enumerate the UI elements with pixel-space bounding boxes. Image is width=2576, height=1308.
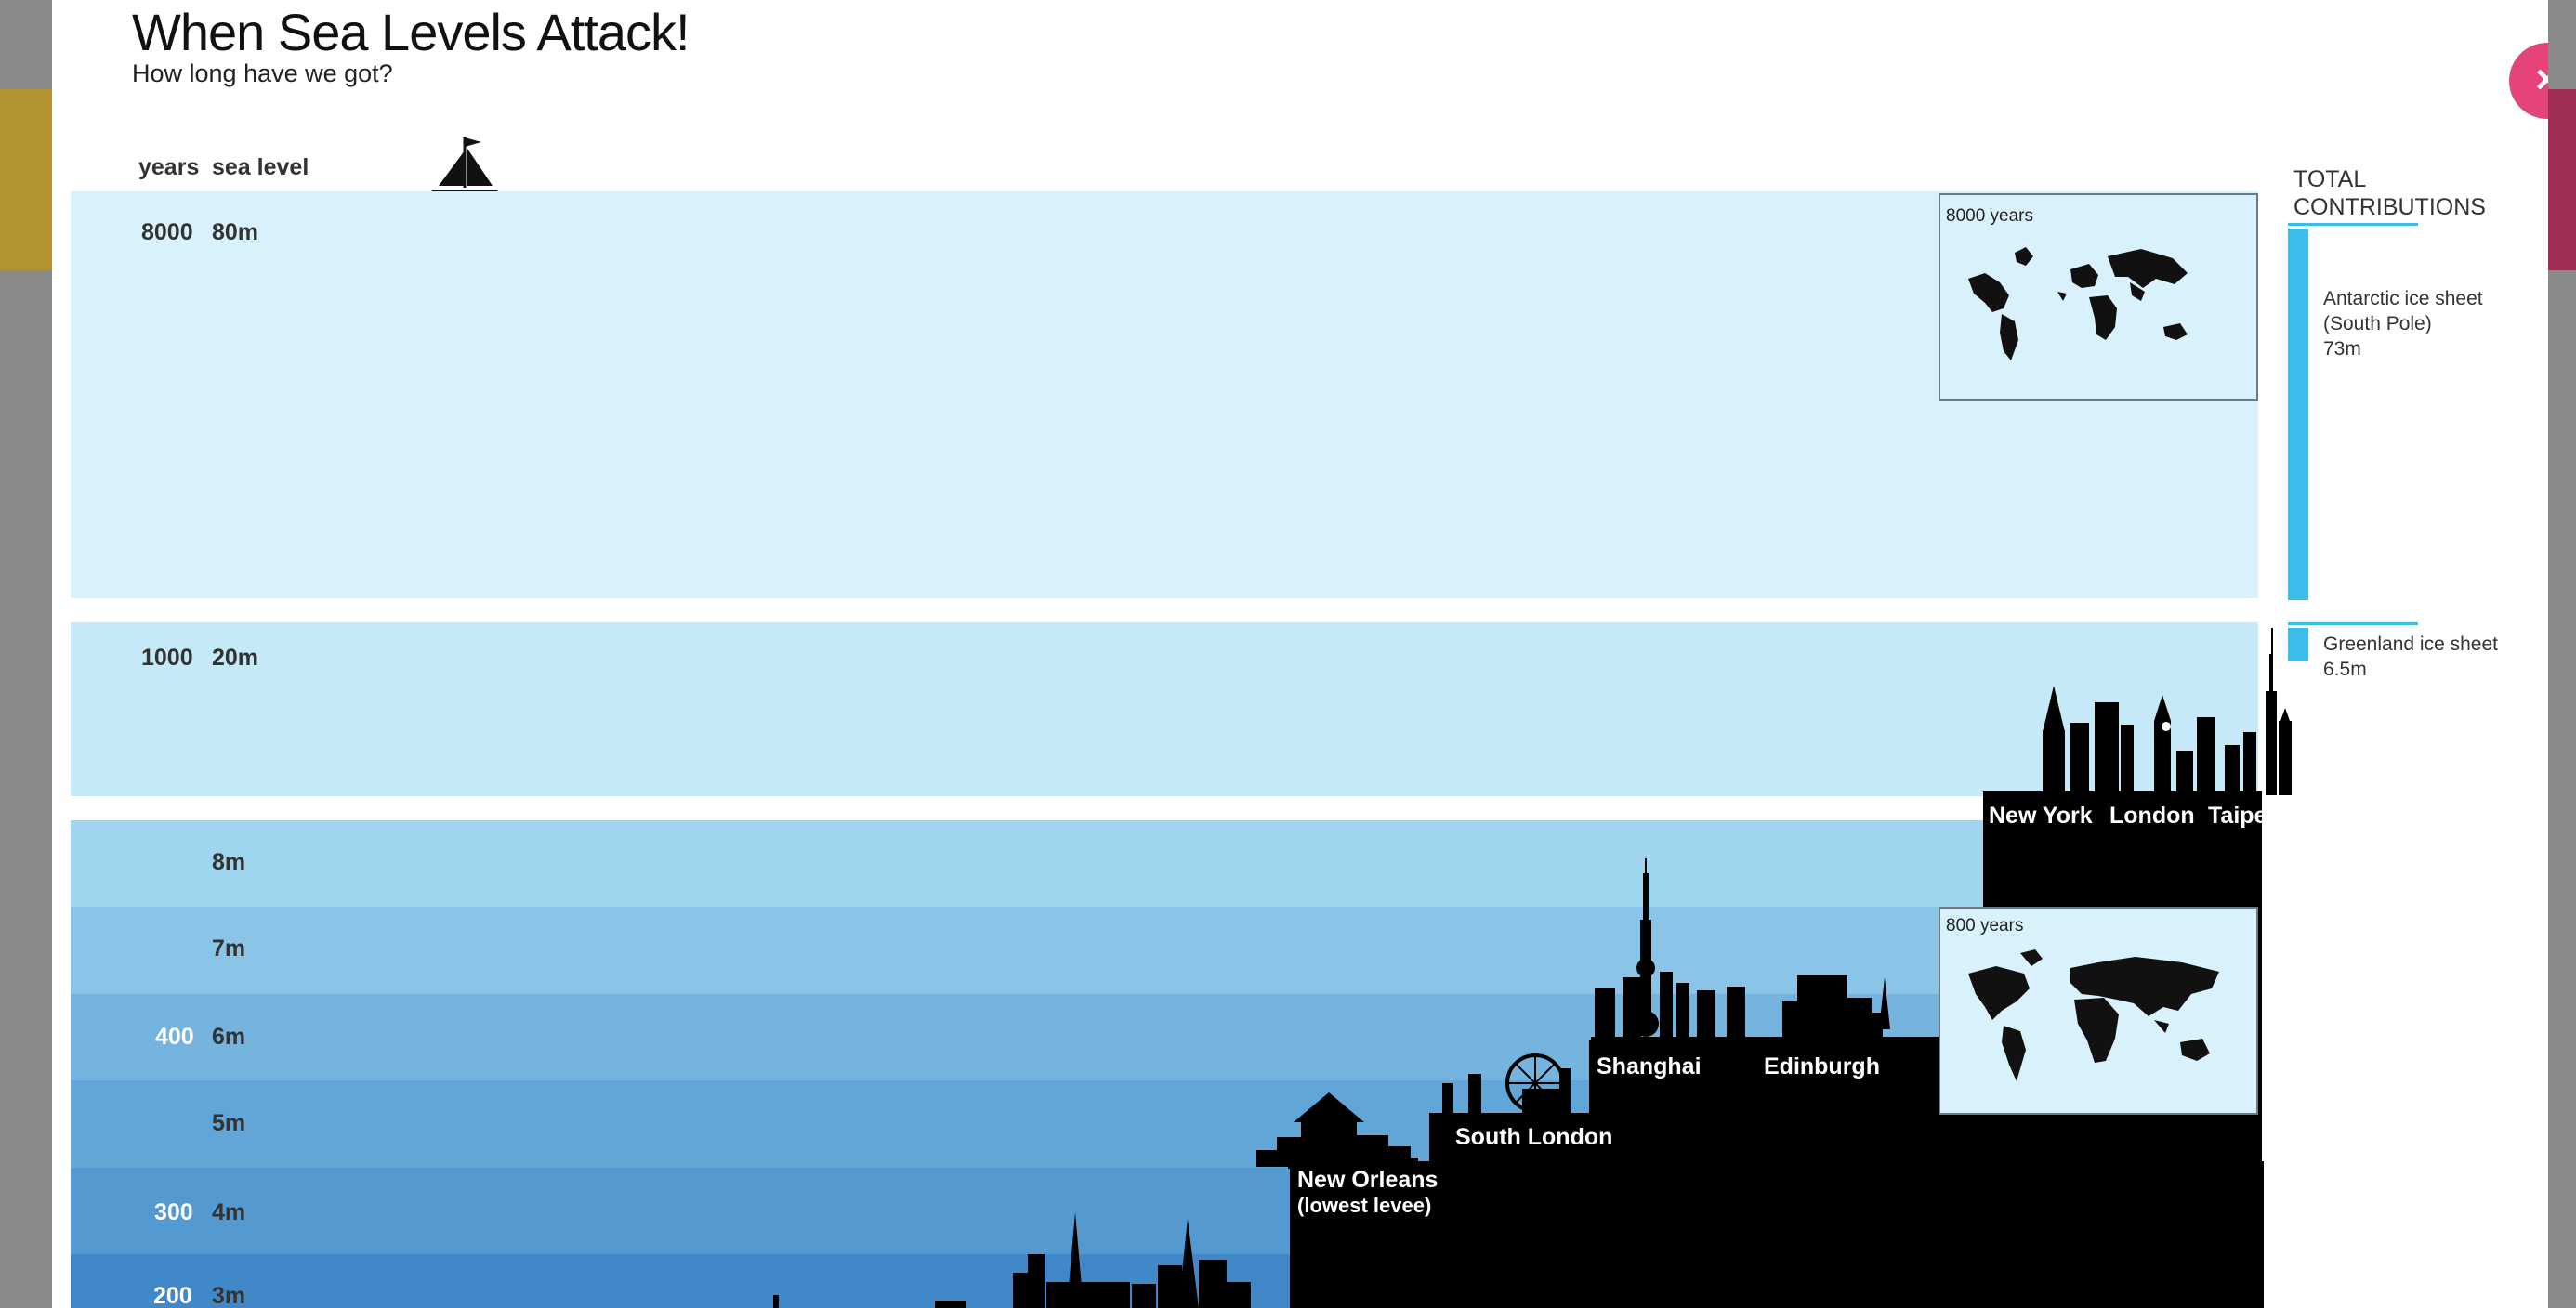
band-sea-level-label: 4m bbox=[212, 1199, 246, 1225]
map-inset-8000-years: 8000 years bbox=[1939, 193, 2258, 401]
background-right-lower bbox=[2548, 270, 2576, 1308]
map-inset-label: 800 years bbox=[1946, 916, 2024, 935]
background-right bbox=[2548, 0, 2576, 89]
background-right-red-strip bbox=[2548, 89, 2576, 270]
map-inset-800-years: 800 years bbox=[1939, 907, 2258, 1115]
band-sea-level-label: 3m bbox=[212, 1283, 246, 1308]
background-left-gold-strip bbox=[0, 89, 56, 270]
contribution-text-line: (South Pole) bbox=[2323, 313, 2432, 334]
world-map-icon bbox=[1968, 247, 2188, 360]
city-label: New Orleans bbox=[1297, 1167, 1439, 1193]
band-sea-level-label: 80m bbox=[212, 219, 259, 245]
contributions-divider bbox=[2288, 223, 2418, 226]
city-label: Edinburgh bbox=[1764, 1053, 1880, 1079]
contribution-text-line: Antarctic ice sheet bbox=[2323, 288, 2483, 309]
page-title: When Sea Levels Attack! bbox=[132, 3, 690, 61]
contribution-text-line: Greenland ice sheet bbox=[2323, 634, 2498, 655]
band-years-label: 200 bbox=[153, 1283, 192, 1308]
contribution-bar-antarctic bbox=[2288, 229, 2308, 600]
contribution-label-antarctic: Antarctic ice sheet (South Pole) 73m bbox=[2323, 286, 2483, 361]
background-left-lower bbox=[0, 270, 56, 1308]
city-note: (lowest levee) bbox=[1297, 1194, 1432, 1217]
band-20m bbox=[71, 622, 2258, 796]
city-label: London bbox=[2109, 803, 2195, 829]
band-sea-level-label: 8m bbox=[212, 849, 246, 875]
contributions-heading-line: CONTRIBUTIONS bbox=[2293, 194, 2486, 220]
city-label: Taipei bbox=[2208, 803, 2274, 829]
band-sea-level-label: 5m bbox=[212, 1110, 246, 1136]
world-map-icon bbox=[1968, 949, 2219, 1081]
band-years-label: 8000 bbox=[141, 219, 193, 245]
contribution-label-greenland: Greenland ice sheet 6.5m bbox=[2323, 632, 2498, 682]
city-label: New York bbox=[1989, 803, 2093, 829]
sea-level-column-header: sea level bbox=[212, 154, 309, 180]
city-label: Shanghai bbox=[1597, 1053, 1702, 1079]
band-sea-level-label: 7m bbox=[212, 935, 246, 961]
years-column-header: years bbox=[138, 154, 200, 180]
band-years-label: 1000 bbox=[141, 645, 193, 671]
contribution-text-line: 6.5m bbox=[2323, 659, 2367, 680]
band-sea-level-label: 6m bbox=[212, 1024, 246, 1050]
band-sea-level-label: 20m bbox=[212, 645, 259, 671]
band-years-label: 400 bbox=[155, 1024, 194, 1050]
contributions-heading-line: TOTAL bbox=[2293, 166, 2367, 192]
band-7m bbox=[71, 907, 2258, 994]
background-left bbox=[0, 0, 56, 89]
contributions-divider bbox=[2288, 622, 2418, 625]
city-label: South London bbox=[1455, 1124, 1613, 1150]
band-8m bbox=[71, 820, 2258, 907]
band-years-label: 300 bbox=[154, 1199, 193, 1225]
contribution-text-line: 73m bbox=[2323, 338, 2361, 360]
map-inset-label: 8000 years bbox=[1946, 206, 2034, 226]
contribution-bar-greenland bbox=[2288, 628, 2308, 661]
modal-panel: When Sea Levels Attack! How long have we… bbox=[52, 0, 2548, 1308]
page-subtitle: How long have we got? bbox=[132, 59, 393, 87]
band-80m bbox=[71, 191, 2258, 598]
contributions-heading: TOTAL CONTRIBUTIONS bbox=[2293, 165, 2486, 221]
